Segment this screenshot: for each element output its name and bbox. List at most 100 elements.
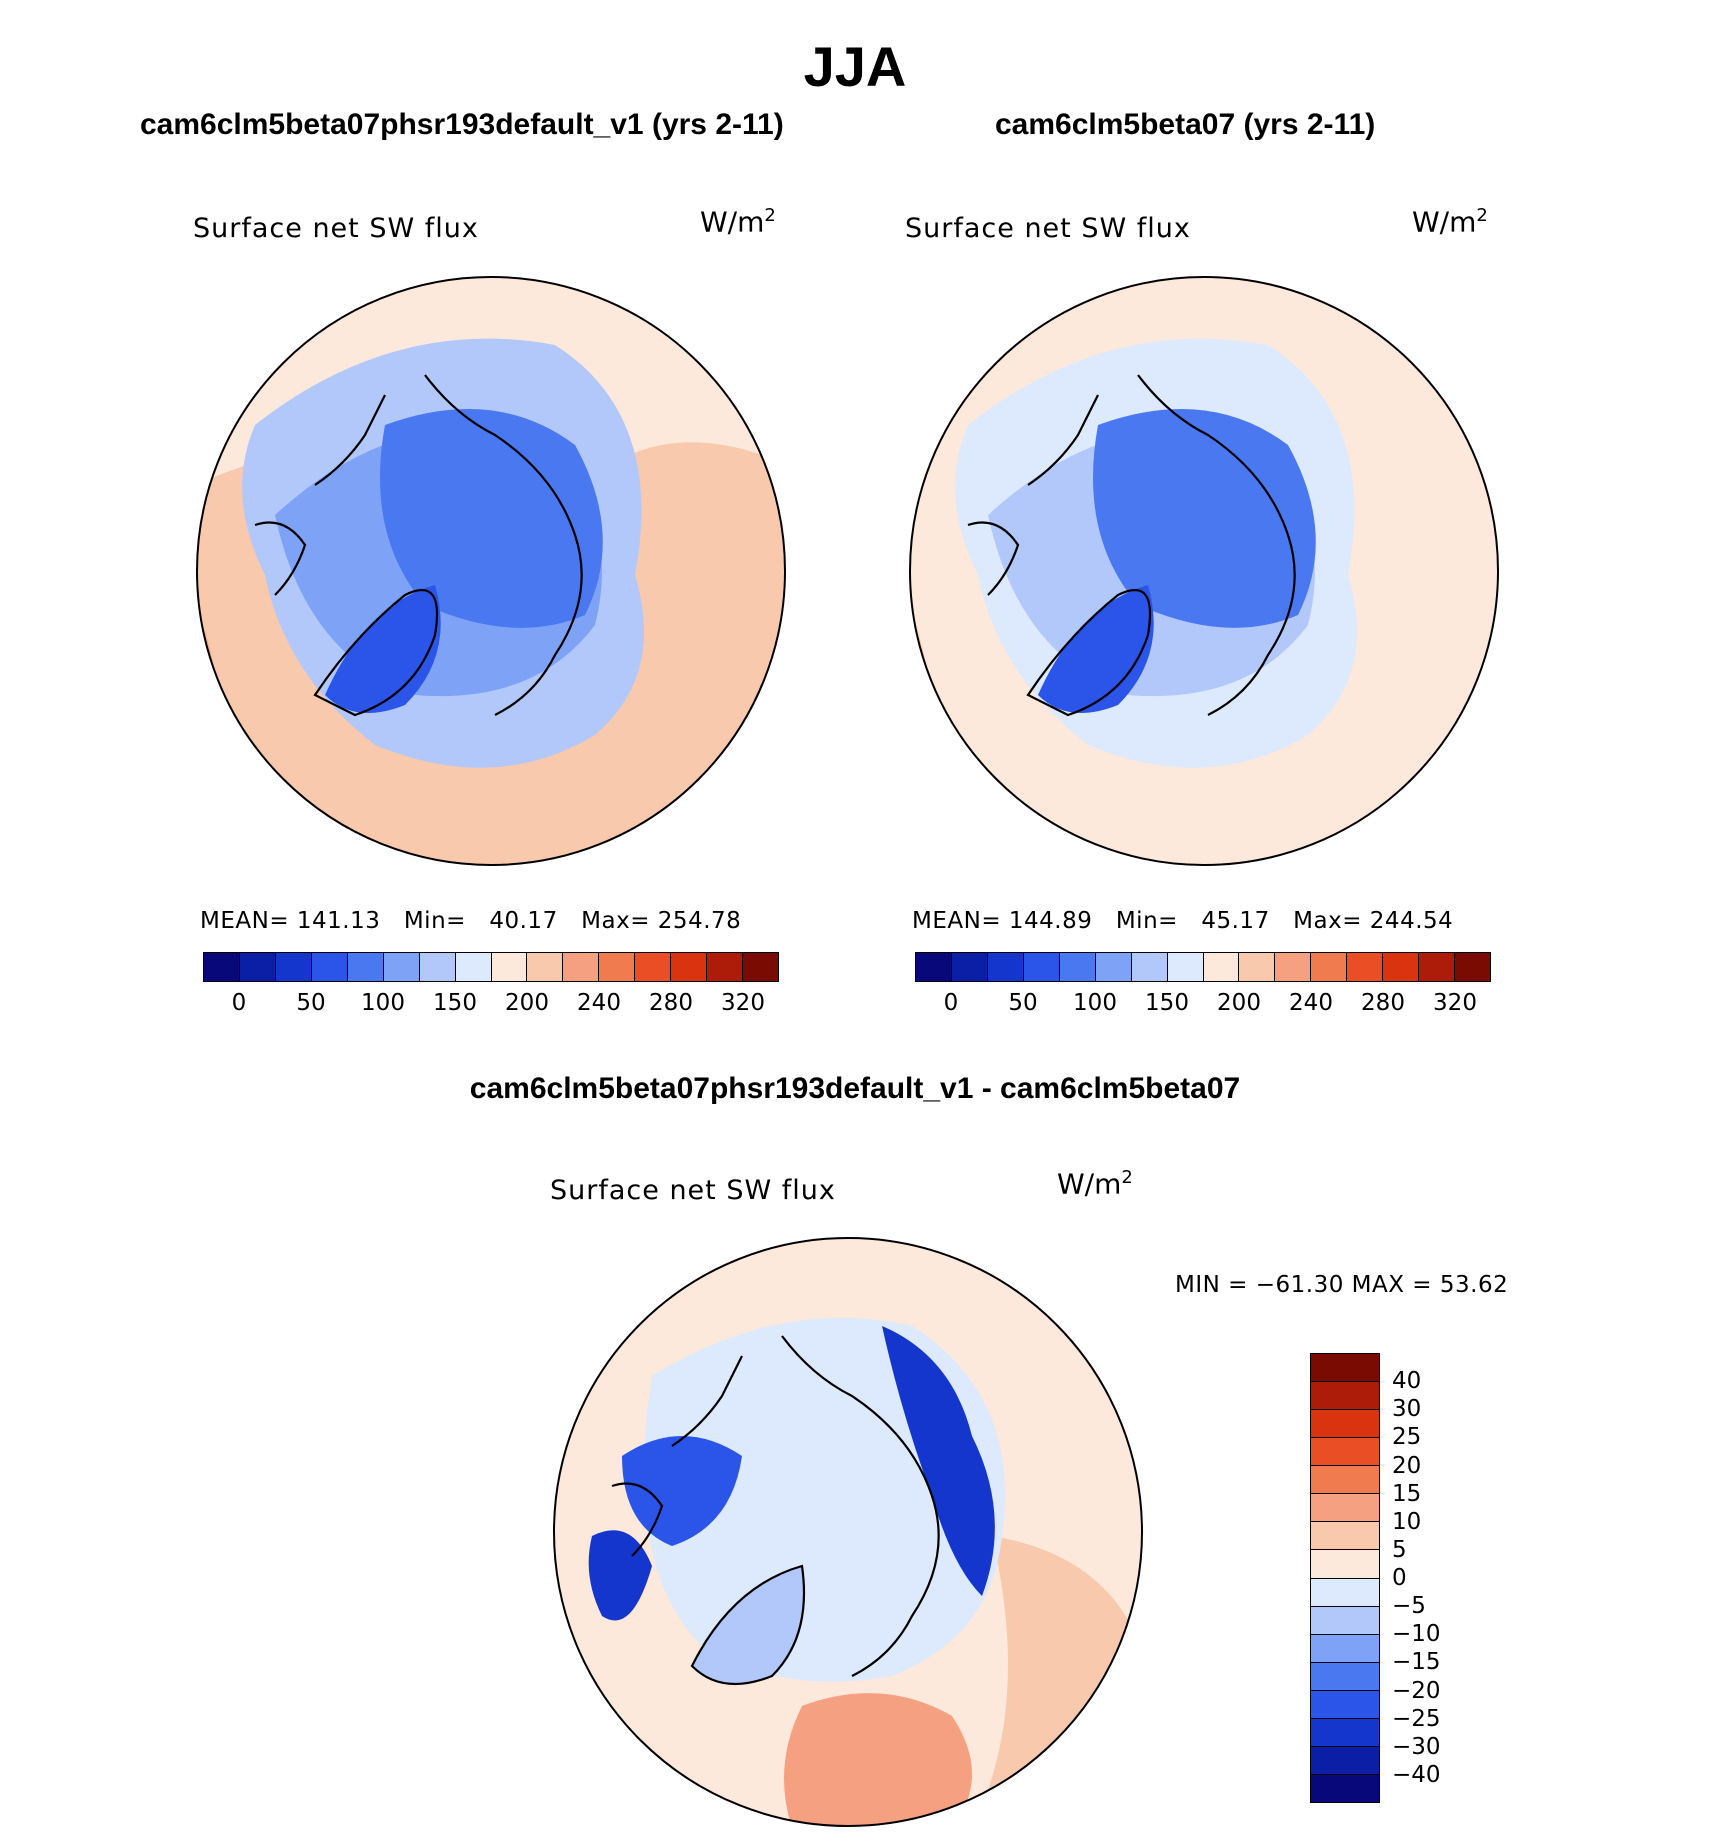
panel-b-colorbar-swatch bbox=[1059, 953, 1096, 981]
panel-c-colorbar-tick: 5 bbox=[1392, 1536, 1407, 1563]
panel-a-colorbar-swatch bbox=[563, 953, 600, 981]
panel-a-colorbar-swatch bbox=[707, 953, 744, 981]
panel-b-colorbar-swatch bbox=[1203, 953, 1240, 981]
panel-c-colorbar-tick: −10 bbox=[1392, 1621, 1441, 1648]
panel-c-coastline bbox=[611, 1335, 940, 1686]
panel-c-region-canadian-archipelago bbox=[622, 1436, 742, 1546]
panel-c-colorbar-swatch bbox=[1311, 1522, 1379, 1551]
panel-a-colorbar-swatch bbox=[383, 953, 420, 981]
panel-c-colorbar-tick: −30 bbox=[1392, 1733, 1441, 1760]
panel-c-colorbar-tick: −15 bbox=[1392, 1649, 1441, 1676]
panel-a-colorbar-tick: 320 bbox=[721, 990, 765, 1016]
panel-c-colorbar-tick: 10 bbox=[1392, 1508, 1422, 1535]
panel-c-region-greenland bbox=[692, 1566, 804, 1684]
panel-a-colorbar-tick: 240 bbox=[577, 990, 621, 1016]
panel-b-colorbar-tick: 50 bbox=[1008, 990, 1038, 1016]
panel-b-colorbar-swatch bbox=[1095, 953, 1132, 981]
panel-b-colorbar-swatch bbox=[1383, 953, 1420, 981]
figure-title: JJA bbox=[803, 35, 907, 98]
panel-c-colorbar-tick: −20 bbox=[1392, 1677, 1441, 1704]
panel-a-region-arctic-ocean bbox=[380, 409, 603, 628]
panel-a-colorbar-swatch bbox=[671, 953, 708, 981]
panel-c-colorbar-tick: 30 bbox=[1392, 1396, 1422, 1423]
panel-a-units: W/m2 bbox=[700, 205, 776, 239]
panel-c-colorbar-swatch bbox=[1311, 1354, 1379, 1383]
panel-c-colorbar-swatch bbox=[1311, 1718, 1379, 1747]
panel-c-region-siberia bbox=[882, 1326, 995, 1596]
panel-b-colorbar-swatch bbox=[987, 953, 1024, 981]
panel-a-colorbar-tick: 50 bbox=[296, 990, 326, 1016]
panel-c-colorbar-tick: 25 bbox=[1392, 1424, 1422, 1451]
panel-a-colorbar-tick: 100 bbox=[361, 990, 405, 1016]
panel-a-colorbar-swatch bbox=[527, 953, 564, 981]
panel-c-region-europe bbox=[784, 1693, 972, 1826]
panel-a-colorbar-swatch bbox=[491, 953, 528, 981]
panel-c-colorbar-tick: 15 bbox=[1392, 1480, 1422, 1507]
panel-c-variable: Surface net SW flux bbox=[550, 1175, 836, 1206]
panel-b-colorbar-tick: 100 bbox=[1073, 990, 1117, 1016]
panel-c-colorbar-swatch bbox=[1311, 1466, 1379, 1495]
panel-c-colorbar-tick: 20 bbox=[1392, 1452, 1422, 1479]
panel-b-variable: Surface net SW flux bbox=[905, 213, 1191, 244]
panel-b-colorbar-swatch bbox=[1275, 953, 1312, 981]
panel-a-colorbar-swatch bbox=[599, 953, 636, 981]
panel-c-colorbar-swatch bbox=[1311, 1550, 1379, 1579]
panel-c-colorbar-swatch bbox=[1311, 1690, 1379, 1719]
panel-c-colorbar-ticks: 40 30 25 20 15 10 5 0 −5 −10 −15 −20 −25 −30 −40 bbox=[1392, 1353, 1482, 1803]
panel-b-region-greenland bbox=[1038, 585, 1154, 713]
panel-b-colorbar-swatch bbox=[1455, 953, 1490, 981]
panel-a-colorbar-swatch bbox=[635, 953, 672, 981]
panel-c-colorbar-swatch bbox=[1311, 1774, 1379, 1802]
panel-b-coastline bbox=[967, 374, 1296, 717]
panel-a-colorbar-swatch bbox=[275, 953, 312, 981]
panel-c-colorbar-tick: 0 bbox=[1392, 1565, 1407, 1591]
panel-c-colorbar-swatch bbox=[1311, 1438, 1379, 1467]
panel-a-title: cam6clm5beta07phsr193default_v1 (yrs 2-1… bbox=[140, 108, 784, 141]
panel-b-colorbar-tick: 320 bbox=[1433, 990, 1477, 1016]
panel-b-colorbar-tick: 240 bbox=[1289, 990, 1333, 1016]
panel-c-units: W/m2 bbox=[1057, 1167, 1133, 1201]
panel-b-colorbar-swatch bbox=[1347, 953, 1384, 981]
panel-c-colorbar-swatch bbox=[1311, 1662, 1379, 1691]
panel-c-colorbar-swatch bbox=[1311, 1494, 1379, 1523]
panel-b-colorbar-swatch bbox=[951, 953, 988, 981]
panel-b-colorbar-swatch bbox=[1239, 953, 1276, 981]
panel-a-stats: MEAN= 141.13 Min= 40.17 Max= 254.78 bbox=[200, 908, 742, 934]
panel-c-map bbox=[553, 1237, 1143, 1827]
panel-a-colorbar-tick: 0 bbox=[231, 990, 247, 1016]
panel-c-colorbar-swatch bbox=[1311, 1634, 1379, 1663]
panel-a-colorbar-tick: 200 bbox=[505, 990, 549, 1016]
panel-b-colorbar-ticks: 0 50 100 150 200 240 280 320 bbox=[915, 990, 1491, 1020]
panel-b-colorbar-swatch bbox=[1131, 953, 1168, 981]
panel-c-colorbar-tick: −5 bbox=[1392, 1593, 1426, 1620]
panel-a-colorbar-swatch bbox=[311, 953, 348, 981]
panel-a-variable: Surface net SW flux bbox=[193, 213, 479, 244]
panel-a-colorbar-swatch bbox=[239, 953, 276, 981]
panel-b-region-arctic-ocean bbox=[1093, 409, 1316, 628]
panel-c-minmax: MIN = −61.30 MAX = 53.62 bbox=[1175, 1272, 1509, 1298]
panel-b-colorbar-swatch bbox=[1167, 953, 1204, 981]
panel-b-colorbar-swatch bbox=[1023, 953, 1060, 981]
panel-a-map bbox=[196, 276, 786, 866]
panel-b-colorbar-swatch bbox=[1419, 953, 1456, 981]
panel-b-title: cam6clm5beta07 (yrs 2-11) bbox=[995, 108, 1376, 141]
panel-a-colorbar-swatch bbox=[419, 953, 456, 981]
panel-c-colorbar-swatch bbox=[1311, 1382, 1379, 1411]
panel-c-title: cam6clm5beta07phsr193default_v1 - cam6cl… bbox=[469, 1072, 1241, 1105]
panel-c-colorbar-tick: −25 bbox=[1392, 1705, 1441, 1732]
panel-c-colorbar-tick: −40 bbox=[1392, 1761, 1441, 1788]
panel-b-colorbar-swatch bbox=[1311, 953, 1348, 981]
panel-b-colorbar-swatch bbox=[916, 953, 952, 981]
panel-a-colorbar-ticks: 0 50 100 150 200 240 280 320 bbox=[203, 990, 779, 1020]
panel-a-colorbar-tick: 280 bbox=[649, 990, 693, 1016]
panel-c-colorbar-swatch bbox=[1311, 1410, 1379, 1439]
panel-b-map bbox=[909, 276, 1499, 866]
panel-c-colorbar bbox=[1310, 1353, 1380, 1803]
panel-a-colorbar-swatch bbox=[347, 953, 384, 981]
panel-b-colorbar-tick: 280 bbox=[1361, 990, 1405, 1016]
panel-b-units: W/m2 bbox=[1412, 205, 1488, 239]
panel-a-coastline bbox=[254, 374, 583, 717]
panel-c-colorbar-swatch bbox=[1311, 1746, 1379, 1775]
panel-b-colorbar-tick: 0 bbox=[943, 990, 959, 1016]
panel-b-colorbar-tick: 200 bbox=[1217, 990, 1261, 1016]
